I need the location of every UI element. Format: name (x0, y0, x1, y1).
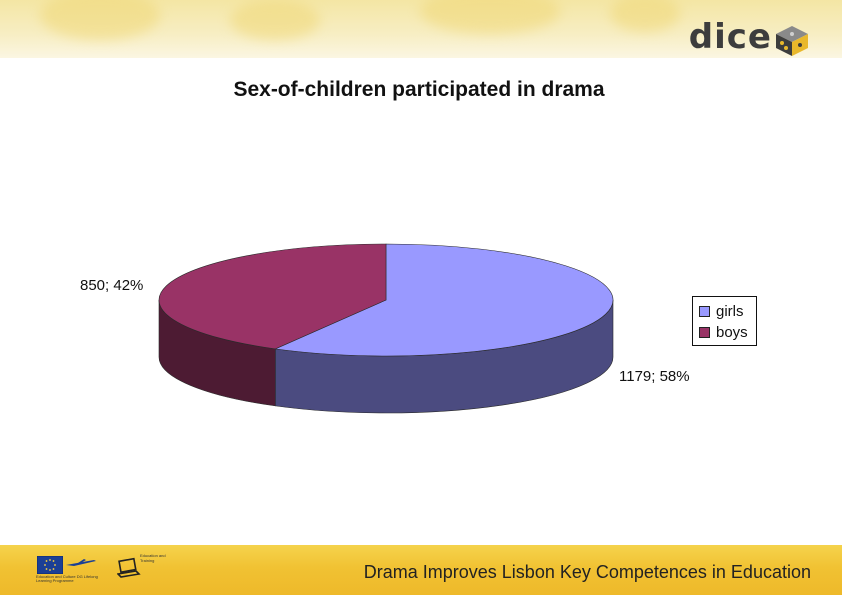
chart-title: Sex-of-children participated in drama (233, 78, 605, 101)
partner-caption: Education and Training (140, 553, 166, 563)
logo-text: dice (688, 17, 772, 57)
legend-swatch-girls (699, 306, 710, 317)
partner-laptop-icon (117, 557, 141, 578)
top-decor-band (0, 0, 842, 58)
eu-flag-icon (37, 556, 63, 574)
dice-logo: dice (689, 20, 812, 60)
legend-item-boys: boys (699, 322, 750, 343)
footer-title: Drama Improves Lisbon Key Competences in… (363, 562, 811, 582)
lifelong-learning-programme-logo (66, 559, 96, 566)
pie-slice-girls (274, 243, 614, 357)
llp-caption: Education and Culture DG Lifelong Learni… (36, 574, 98, 583)
data-label-girls: 1179; 58% (619, 368, 690, 385)
legend-item-girls: girls (699, 301, 750, 322)
dice-cube-icon (776, 26, 808, 56)
legend-swatch-boys (699, 327, 710, 338)
footer-bar (0, 545, 842, 595)
data-label-boys: 850; 42% (80, 277, 144, 294)
chart-legend: girls boys (692, 296, 757, 346)
legend-label-girls: girls (716, 303, 744, 320)
pie-slice-boys (158, 243, 387, 350)
legend-label-boys: boys (716, 324, 748, 341)
